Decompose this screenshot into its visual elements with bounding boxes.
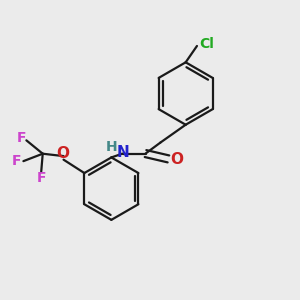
Text: O: O	[170, 152, 183, 167]
Text: F: F	[16, 131, 26, 145]
Text: F: F	[12, 154, 22, 168]
Text: Cl: Cl	[199, 37, 214, 51]
Text: N: N	[116, 145, 129, 160]
Text: F: F	[37, 171, 46, 185]
Text: O: O	[56, 146, 69, 160]
Text: H: H	[106, 140, 117, 154]
